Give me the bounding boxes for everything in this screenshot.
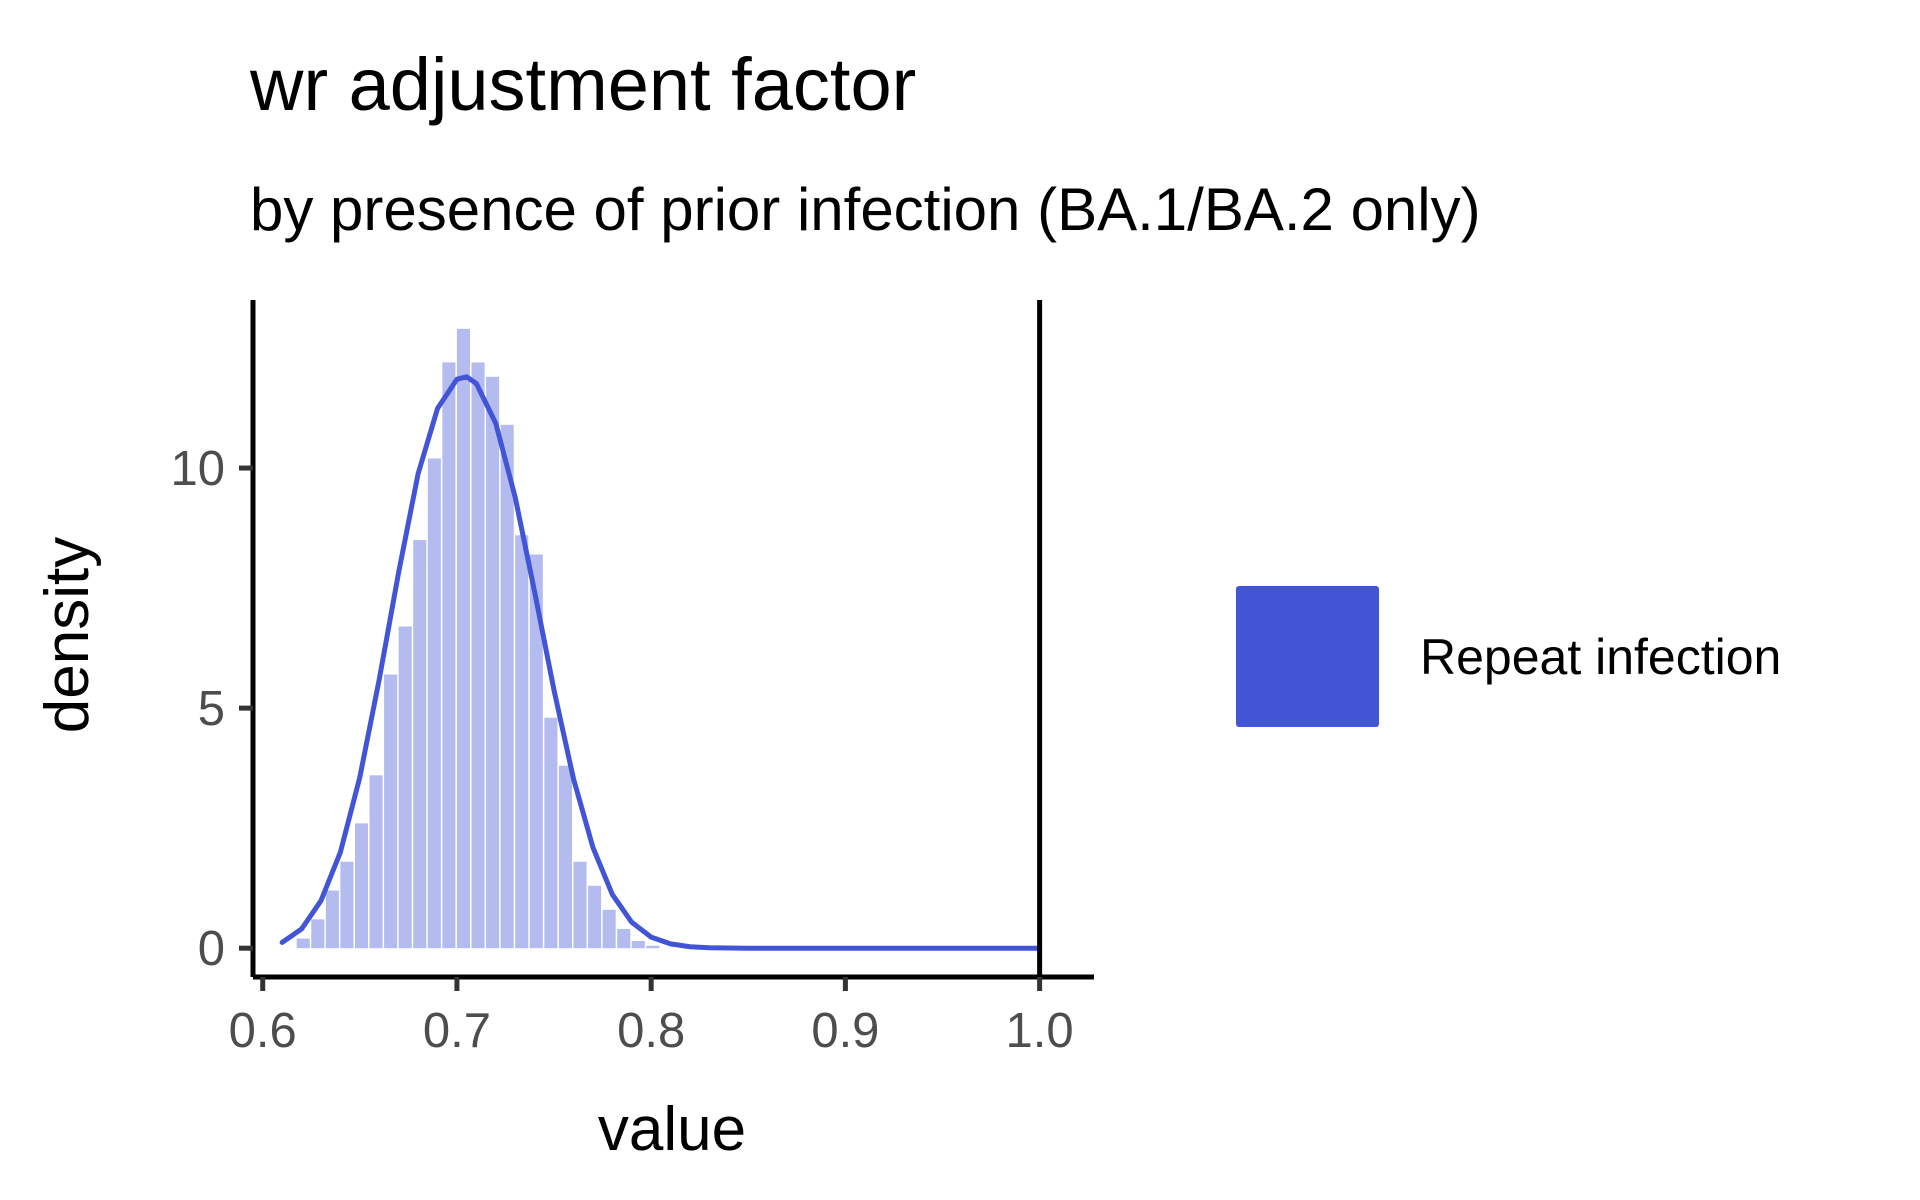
histogram-bar — [471, 362, 485, 949]
histogram-bar — [442, 362, 456, 949]
histogram-bar — [558, 765, 572, 949]
histogram-bar — [398, 626, 412, 949]
legend-swatch — [1236, 586, 1379, 727]
histogram-bar — [617, 928, 631, 949]
histogram-bar — [529, 554, 543, 949]
density-curve — [279, 374, 1043, 951]
y-axis-ticks: 0 5 10 — [170, 442, 253, 976]
y-tick-label: 10 — [170, 442, 225, 496]
x-tick-label: 0.9 — [811, 1004, 879, 1058]
histogram-bar — [384, 674, 398, 949]
x-tick-label: 0.8 — [617, 1004, 685, 1058]
histogram-bar — [296, 938, 310, 949]
histogram-bar — [646, 945, 660, 949]
histogram-bar — [456, 328, 471, 949]
histogram-bar — [515, 535, 529, 949]
y-tick-label: 0 — [198, 922, 225, 976]
histogram-bar — [427, 458, 441, 949]
histogram-bar — [573, 861, 587, 949]
histogram-bar — [486, 376, 500, 949]
y-tick-label: 5 — [198, 682, 225, 736]
x-tick-label: 0.6 — [229, 1004, 297, 1058]
x-axis-title: value — [598, 1095, 746, 1164]
x-tick-label: 0.7 — [423, 1004, 491, 1058]
histogram-bar — [325, 890, 339, 949]
histogram-bar — [631, 940, 645, 949]
y-axis-title: density — [33, 537, 102, 733]
legend: Repeat infection — [1236, 586, 1781, 727]
histogram-bar — [340, 861, 354, 949]
chart-title: wr adjustment factor — [249, 43, 916, 126]
histogram-bar — [500, 424, 514, 949]
histogram-bar — [588, 885, 602, 949]
chart-subtitle: by presence of prior infection (BA.1/BA.… — [250, 176, 1481, 243]
histogram-bar — [413, 540, 427, 949]
x-axis-ticks: 0.6 0.7 0.8 0.9 1.0 — [229, 977, 1074, 1058]
histogram-bars — [296, 328, 660, 949]
histogram-bar — [354, 823, 369, 949]
histogram-bar — [544, 717, 558, 949]
legend-label: Repeat infection — [1420, 629, 1781, 685]
histogram-bar — [602, 909, 616, 949]
density-curve-layer — [279, 374, 1043, 951]
histogram-bar — [369, 775, 383, 949]
histogram-bar — [311, 919, 325, 949]
x-tick-label: 1.0 — [1006, 1004, 1074, 1058]
